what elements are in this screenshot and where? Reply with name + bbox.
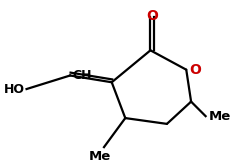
Text: HO: HO xyxy=(4,82,25,96)
Text: Me: Me xyxy=(208,110,231,123)
Text: CH: CH xyxy=(72,69,92,82)
Text: O: O xyxy=(147,9,158,23)
Text: O: O xyxy=(189,63,201,77)
Text: Me: Me xyxy=(89,150,111,163)
